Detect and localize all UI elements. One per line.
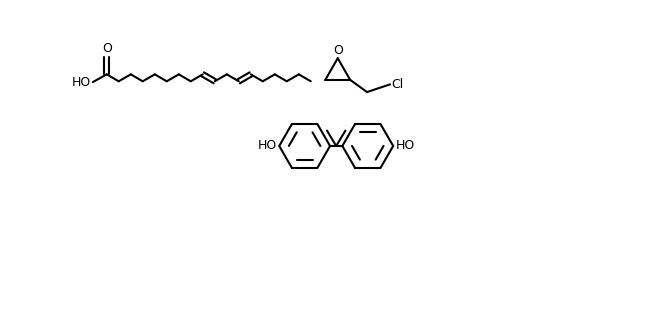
Text: O: O: [102, 42, 112, 55]
Text: Cl: Cl: [392, 78, 404, 91]
Text: O: O: [333, 44, 342, 57]
Text: HO: HO: [72, 76, 91, 88]
Text: HO: HO: [396, 140, 415, 152]
Text: HO: HO: [258, 140, 277, 152]
